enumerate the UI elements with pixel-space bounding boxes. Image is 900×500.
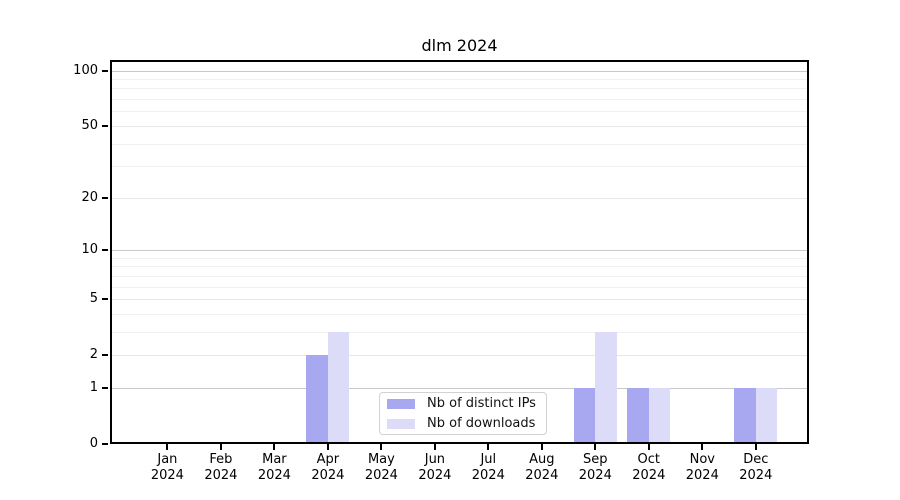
y-tick-label: 10 <box>81 241 98 257</box>
x-tick-mark <box>647 444 650 450</box>
y-tick-label: 2 <box>89 347 98 363</box>
bar-distinct-ips-oct <box>627 387 649 444</box>
gridline-mid <box>110 299 809 300</box>
gridline-mid <box>110 125 809 127</box>
x-tick-label: Oct 2024 <box>632 452 666 483</box>
gridline-minor <box>110 111 809 113</box>
x-tick-mark <box>166 444 169 450</box>
y-tick-label: 50 <box>81 117 98 133</box>
bar-downloads-oct <box>648 387 671 444</box>
gridline-mid <box>110 355 809 357</box>
x-tick-label: Nov 2024 <box>685 452 719 483</box>
x-tick-mark <box>540 444 543 450</box>
plot-frame <box>110 60 809 444</box>
x-tick-label: Feb 2024 <box>204 452 238 483</box>
x-tick-label: May 2024 <box>364 452 398 483</box>
x-tick-mark <box>380 444 383 450</box>
gridline-minor <box>110 275 809 277</box>
legend: Nb of distinct IPs Nb of downloads <box>379 392 547 435</box>
gridline-minor <box>110 313 809 315</box>
gridline-minor <box>110 78 809 80</box>
gridline-minor <box>110 331 809 333</box>
gridline-mid <box>110 197 809 199</box>
x-tick-label: Jan 2024 <box>150 452 184 483</box>
legend-row-downloads: Nb of downloads <box>387 416 539 431</box>
legend-label-distinct-ips: Nb of distinct IPs <box>427 396 536 411</box>
bar-distinct-ips-sep <box>573 387 596 444</box>
legend-swatch-downloads <box>387 418 415 429</box>
gridline-minor <box>110 88 809 90</box>
y-tick-mark <box>102 248 108 251</box>
y-tick-mark <box>102 386 108 389</box>
y-tick-label: 5 <box>89 291 98 306</box>
bar-distinct-ips-apr <box>306 355 328 444</box>
gridline-major <box>110 387 809 389</box>
gridline-minor <box>110 99 809 100</box>
y-tick-mark <box>102 298 108 300</box>
bar-distinct-ips-dec <box>734 387 756 444</box>
y-tick-mark <box>102 69 108 72</box>
legend-swatch-distinct-ips <box>387 398 415 409</box>
x-tick-label: Jul 2024 <box>471 452 505 483</box>
y-tick-label: 100 <box>73 62 98 78</box>
chart-title: dlm 2024 <box>421 36 498 55</box>
legend-label-downloads: Nb of downloads <box>427 416 536 431</box>
legend-row-distinct-ips: Nb of distinct IPs <box>387 396 539 411</box>
gridline-minor <box>110 266 809 268</box>
bar-downloads-dec <box>755 387 778 444</box>
y-tick-mark <box>102 196 108 199</box>
bar-downloads-sep <box>595 331 617 444</box>
y-tick-label: 20 <box>81 189 98 205</box>
x-tick-mark <box>487 444 490 450</box>
x-tick-mark <box>754 444 757 450</box>
plot-area: Nb of distinct IPs Nb of downloads <box>110 60 809 444</box>
y-tick-mark <box>102 354 108 357</box>
x-tick-mark <box>326 444 329 450</box>
x-tick-label: Apr 2024 <box>311 452 345 483</box>
gridline-minor <box>110 257 809 259</box>
x-tick-label: Aug 2024 <box>525 452 559 483</box>
y-tick-label: 1 <box>89 379 98 395</box>
x-tick-label: Sep 2024 <box>578 452 612 483</box>
gridline-minor <box>110 286 809 288</box>
gridline-minor <box>110 166 809 168</box>
bar-downloads-apr <box>327 331 350 444</box>
x-tick-mark <box>433 444 436 450</box>
x-tick-label: Dec 2024 <box>739 452 773 483</box>
y-tick-mark <box>102 124 108 127</box>
x-tick-mark <box>701 444 704 450</box>
y-tick-mark <box>102 443 108 445</box>
x-tick-mark <box>219 444 222 450</box>
y-tick-label: 0 <box>89 436 98 451</box>
gridline-minor <box>110 143 809 145</box>
x-tick-mark <box>594 444 597 450</box>
x-tick-label: Jun 2024 <box>418 452 452 483</box>
x-tick-label: Mar 2024 <box>257 452 291 483</box>
gridline-major <box>110 249 809 251</box>
gridline-major <box>110 70 809 72</box>
x-tick-mark <box>273 444 276 450</box>
